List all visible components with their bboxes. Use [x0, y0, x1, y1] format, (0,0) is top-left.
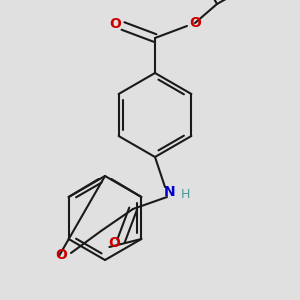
Text: N: N — [164, 185, 176, 199]
Text: O: O — [109, 17, 121, 31]
Text: H: H — [180, 188, 190, 200]
Text: O: O — [55, 248, 67, 262]
Text: O: O — [108, 236, 120, 250]
Text: O: O — [189, 16, 201, 30]
